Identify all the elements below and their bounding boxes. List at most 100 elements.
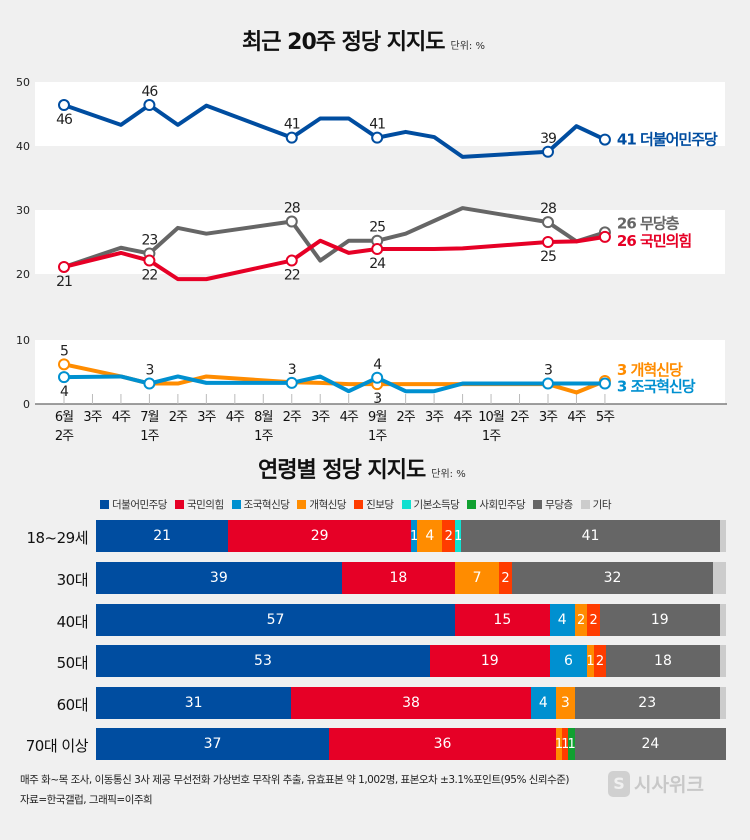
- legend-label: 사회민주당: [479, 499, 526, 511]
- x-tick-label: 6월: [55, 410, 73, 425]
- line-chart-unit: 단위: %: [450, 41, 485, 52]
- series-line-조국혁신당: [63, 374, 605, 394]
- bar-row: 18~29세 21 29 1 4 2 1 41: [0, 520, 750, 552]
- y-tick-label: 50: [16, 76, 30, 89]
- data-point-marker: [58, 371, 70, 384]
- bar-segment-더불어민주당: 21: [96, 520, 229, 552]
- bar-segment-기타: [719, 687, 726, 719]
- series-line-국민의힘: [63, 234, 606, 282]
- footer-source: 자료=한국갤럽, 그래픽=이주희: [20, 794, 153, 806]
- x-tick-label: 3주: [83, 410, 102, 425]
- legend-swatch: [174, 500, 184, 509]
- legend-item: 더불어민주당: [100, 497, 167, 512]
- legend-swatch: [354, 500, 364, 509]
- data-label: 25: [540, 249, 556, 265]
- x-tick-label: 3주: [539, 410, 558, 425]
- x-tick-label: 2주: [169, 410, 188, 425]
- series-end-label: 26 국민의힘: [617, 232, 691, 250]
- bar-segment-조국혁신당: 4: [530, 687, 556, 719]
- footer-note: 매주 화~목 조사, 이동통신 3사 제공 무선전화 가상번호 무작위 추출, …: [20, 774, 570, 786]
- legend-label: 진보당: [366, 499, 394, 511]
- bar-row: 50대 53 19 6 1 2 18: [0, 645, 750, 677]
- bar-segment-무당층: 41: [461, 520, 720, 552]
- x-tick-label: 2주: [397, 410, 416, 425]
- x-tick-label: 2주: [510, 410, 529, 425]
- legend-swatch: [401, 500, 411, 509]
- data-point-marker: [58, 260, 70, 273]
- data-label: 24: [369, 256, 386, 272]
- bar-segment-진보당: 2: [442, 520, 456, 552]
- data-label: 41: [369, 117, 385, 133]
- x-tick-label-line2: 2주: [55, 429, 74, 444]
- data-label: 22: [141, 268, 157, 284]
- legend-swatch: [533, 500, 543, 509]
- legend-label: 조국혁신당: [243, 499, 290, 511]
- x-tick-label: 9월: [368, 410, 386, 425]
- data-label: 25: [369, 220, 385, 236]
- bar-segment-무당층: 19: [599, 604, 720, 636]
- bar-chart-title: 연령별 정당 지지도 단위: %: [258, 452, 466, 484]
- data-point-marker: [285, 254, 298, 267]
- x-tick-label-line2: 1주: [254, 429, 273, 444]
- data-label: 23: [141, 233, 157, 249]
- data-label: 46: [56, 112, 73, 128]
- series-end-label: 41 더불어민주당: [617, 131, 718, 149]
- bar-segment-기타: [719, 645, 726, 677]
- x-tick-label: 4주: [567, 410, 586, 425]
- bar-segment-개혁신당: 7: [455, 562, 500, 594]
- data-label: 4: [373, 357, 382, 373]
- bar-segment-국민의힘: 19: [429, 645, 550, 677]
- data-point-marker: [143, 99, 156, 112]
- legend-item: 기본소득당: [401, 497, 460, 512]
- x-tick-label: 3주: [197, 410, 216, 425]
- legend-item: 개혁신당: [297, 497, 347, 512]
- stacked-bar: 57 15 4 2 2 19: [96, 604, 726, 636]
- legend-item: 국민의힘: [174, 497, 224, 512]
- data-point-marker: [143, 377, 156, 390]
- legend-label: 기본소득당: [413, 499, 460, 511]
- bar-segment-더불어민주당: 39: [96, 562, 342, 594]
- bar-segment-국민의힘: 15: [455, 604, 550, 636]
- stacked-bar: 21 29 1 4 2 1 41: [96, 520, 726, 552]
- bar-segment-국민의힘: 18: [341, 562, 456, 594]
- bar-segment-무당층: 23: [574, 687, 720, 719]
- bar-segment-개혁신당: 1: [555, 728, 563, 760]
- line-chart-title: 최근 20주 정당 지지도 단위: %: [242, 24, 485, 56]
- row-label: 70대 이상: [25, 737, 89, 755]
- y-tick-label: 10: [16, 334, 30, 347]
- x-tick-label: 4주: [112, 410, 131, 425]
- bar-chart-unit: 단위: %: [431, 469, 466, 480]
- x-tick-label: 10월: [478, 410, 504, 425]
- stacked-bar: 31 38 4 3 23: [96, 687, 726, 719]
- legend-swatch: [231, 500, 241, 509]
- bar-segment-국민의힘: 38: [291, 687, 531, 719]
- legend-label: 무당층: [545, 499, 573, 511]
- stacked-bar: 53 19 6 1 2 18: [96, 645, 726, 677]
- bar-segment-더불어민주당: 37: [96, 728, 330, 760]
- data-point-marker: [143, 254, 156, 267]
- bar-row: 30대 39 18 7 2 32: [0, 562, 750, 594]
- bar-segment-개혁신당: 4: [417, 520, 443, 552]
- data-label: 39: [540, 131, 556, 147]
- y-tick-label: 30: [16, 204, 30, 217]
- data-point-marker: [541, 216, 554, 229]
- legend-swatch: [100, 500, 109, 509]
- data-point-marker: [58, 99, 70, 112]
- data-label: 22: [284, 268, 300, 284]
- legend-item: 기타: [580, 497, 612, 512]
- bar-segment-진보당: 2: [587, 604, 600, 636]
- bar-segment-기타: [719, 520, 726, 552]
- legend-label: 기타: [592, 499, 612, 511]
- series-line-더불어민주당: [63, 103, 606, 159]
- y-tick-label: 20: [16, 268, 30, 281]
- bar-segment-무당층: 32: [511, 562, 714, 594]
- line-chart: 50 40 30 20 10 0 6월 2주 3주 4주 7월 1주 2주 3주 4주 8월 1주 2주 3주 4주 9…: [16, 76, 727, 444]
- bar-segment-개혁신당: 1: [586, 645, 595, 677]
- data-point-marker: [541, 377, 554, 390]
- data-label: 3: [544, 363, 552, 379]
- x-tick-label-line2: 1주: [140, 429, 159, 444]
- data-point-marker: [58, 358, 70, 371]
- x-tick-label: 8월: [254, 410, 272, 425]
- bar-segment-무당층: 18: [606, 645, 720, 677]
- bar-chart-title-text: 연령별 정당 지지도: [258, 458, 426, 483]
